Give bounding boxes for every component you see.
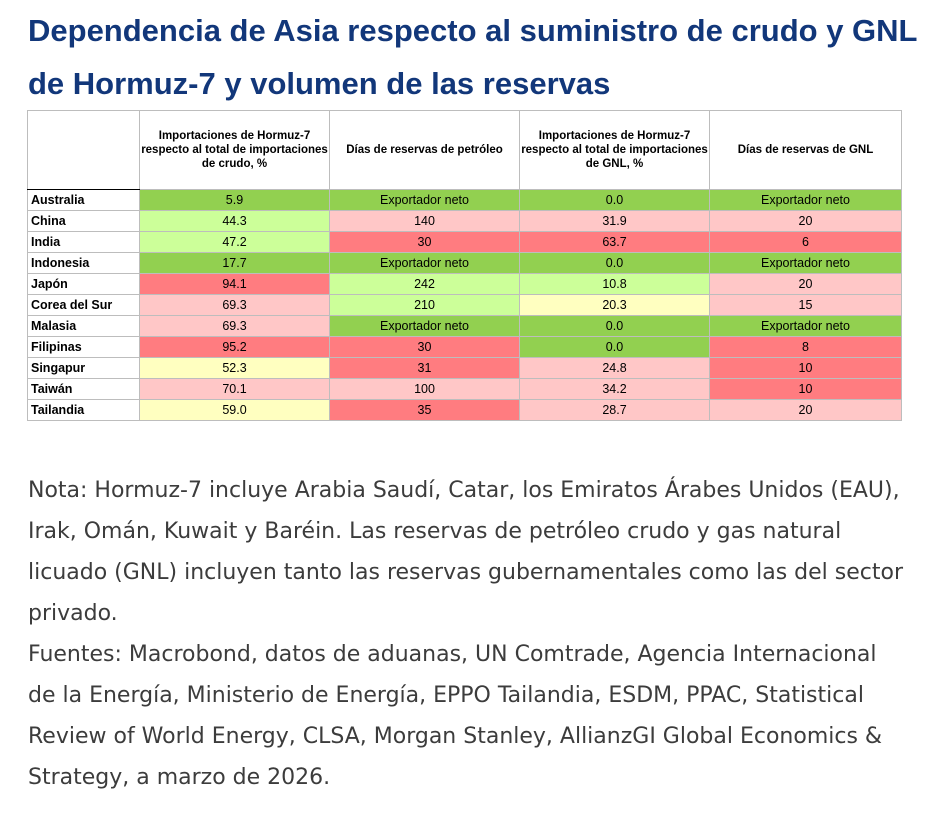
table-cell: 30 [329,336,520,358]
table-row: Tailandia 59.0 35 28.7 20 [27,399,902,421]
table-cell: 20 [709,273,902,295]
table-cell: 5.9 [139,189,330,211]
table-cell: 10.8 [519,273,710,295]
sources-text: Fuentes: Macrobond, datos de aduanas, UN… [28,642,883,790]
table-cell: Exportador neto [329,189,520,211]
column-header: Días de reservas de GNL [709,110,902,190]
table-cell: 100 [329,378,520,400]
table-cell: 69.3 [139,315,330,337]
table-row: China 44.3 140 31.9 20 [27,210,902,232]
table-cell: 28.7 [519,399,710,421]
table-cell: Exportador neto [709,189,902,211]
table-cell: 31 [329,357,520,379]
table-row: Filipinas 95.2 30 0.0 8 [27,336,902,358]
table-cell: 24.8 [519,357,710,379]
table-cell: 0.0 [519,336,710,358]
table-cell: 52.3 [139,357,330,379]
table-cell: 10 [709,357,902,379]
country-label: Australia [27,189,140,211]
table-cell: 20 [709,399,902,421]
country-label: Filipinas [27,336,140,358]
table-row: India 47.2 30 63.7 6 [27,231,902,253]
chart-title: Dependencia de Asia respecto al suminist… [28,13,917,101]
table-cell: 10 [709,378,902,400]
table-cell: 0.0 [519,252,710,274]
table-row: Japón 94.1 242 10.8 20 [27,273,902,295]
table-cell: 20.3 [519,294,710,316]
table-cell: 30 [329,231,520,253]
country-label: Malasia [27,315,140,337]
table-cell: 94.1 [139,273,330,295]
table-cell: 63.7 [519,231,710,253]
country-label: Tailandia [27,399,140,421]
table-cell: 69.3 [139,294,330,316]
table-cell: 210 [329,294,520,316]
table-cell: 0.0 [519,189,710,211]
table-cell: Exportador neto [329,315,520,337]
table-cell: 31.9 [519,210,710,232]
table-cell: Exportador neto [709,315,902,337]
table-row: Indonesia 17.7 Exportador neto 0.0 Exportado… [27,252,902,274]
country-label: Corea del Sur [27,294,140,316]
country-label: Japón [27,273,140,295]
table-cell: 6 [709,231,902,253]
table-row: Australia 5.9 Exportador neto 0.0 Exportador… [27,189,902,211]
table-cell: 17.7 [139,252,330,274]
table-cell: 59.0 [139,399,330,421]
table-header-row: Importaciones de Hormuz-7 respecto al to… [27,110,902,190]
reserves-table: Importaciones de Hormuz-7 respecto al to… [27,110,902,421]
table-cell: 140 [329,210,520,232]
table-cell: 20 [709,210,902,232]
country-label: Singapur [27,357,140,379]
footnote: Nota: Hormuz-7 incluye Arabia Saudí, Cat… [28,470,908,798]
table-row: Malasia 69.3 Exportador neto 0.0 Exportador … [27,315,902,337]
table-cell: 242 [329,273,520,295]
table-cell: 95.2 [139,336,330,358]
table-cell: 35 [329,399,520,421]
table-row: Taiwán 70.1 100 34.2 10 [27,378,902,400]
table-cell: Exportador neto [329,252,520,274]
country-label: China [27,210,140,232]
table-cell: Exportador neto [709,252,902,274]
table-cell: 47.2 [139,231,330,253]
table-cell: 0.0 [519,315,710,337]
column-header: Importaciones de Hormuz-7 respecto al to… [519,110,710,190]
column-header: Importaciones de Hormuz-7 respecto al to… [139,110,330,190]
table-body: Australia 5.9 Exportador neto 0.0 Exportador… [27,189,902,421]
column-header: Días de reservas de petróleo [329,110,520,190]
table-cell: 34.2 [519,378,710,400]
country-label: Taiwán [27,378,140,400]
country-label: India [27,231,140,253]
header-corner [27,110,140,190]
table-cell: 8 [709,336,902,358]
country-label: Indonesia [27,252,140,274]
table-row: Corea del Sur 69.3 210 20.3 15 [27,294,902,316]
table-cell: 44.3 [139,210,330,232]
table-row: Singapur 52.3 31 24.8 10 [27,357,902,379]
table-cell: 15 [709,294,902,316]
note-text: Nota: Hormuz-7 incluye Arabia Saudí, Cat… [28,478,903,626]
table-cell: 70.1 [139,378,330,400]
